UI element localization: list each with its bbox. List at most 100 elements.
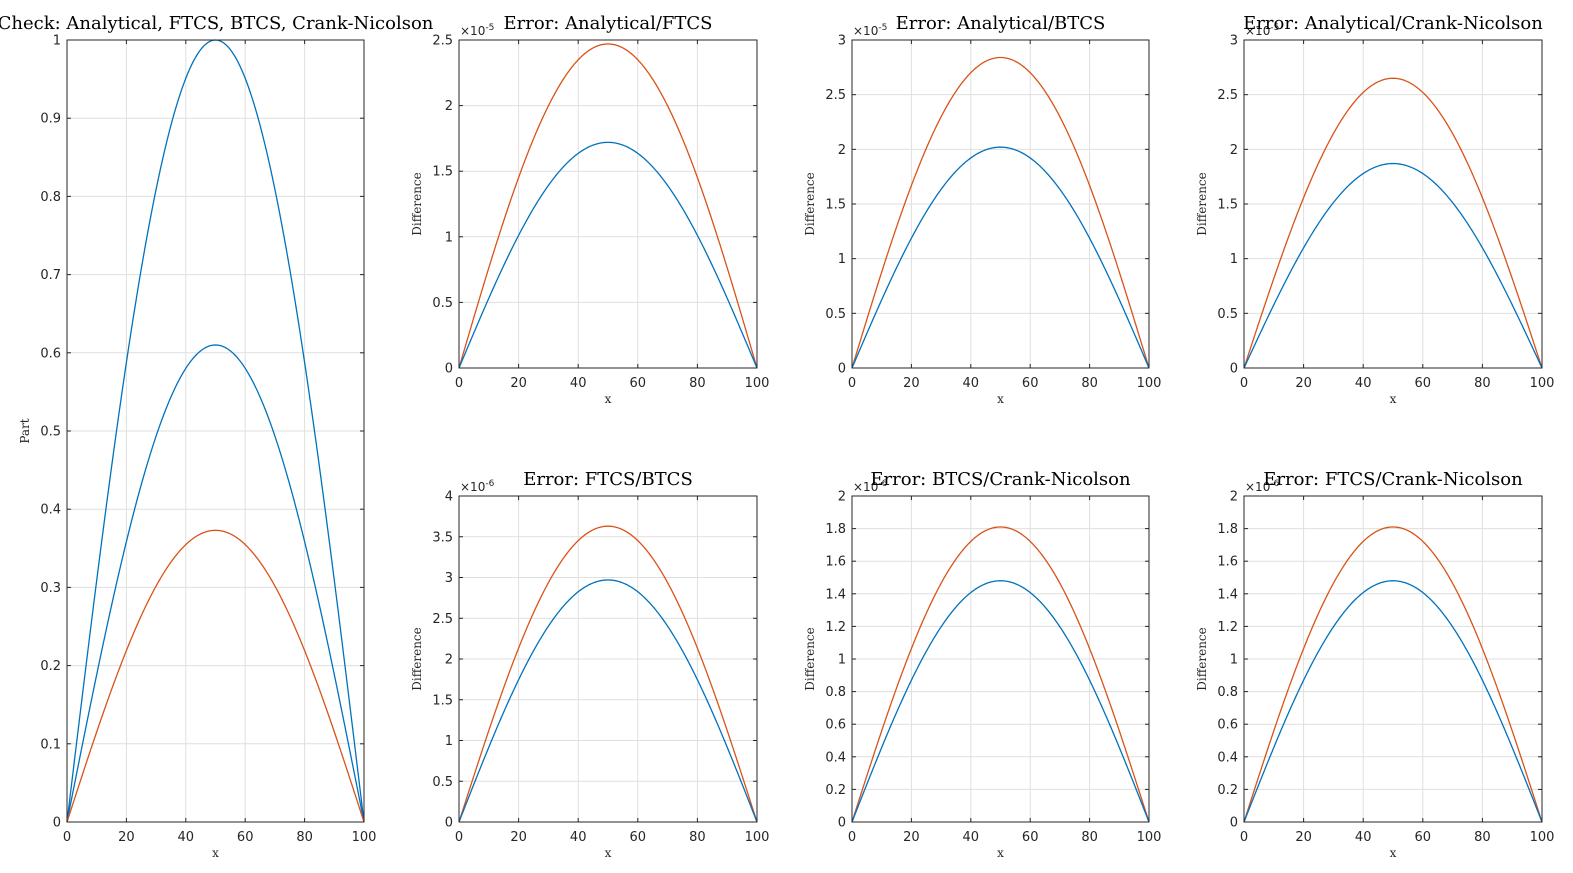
- y-tick-label: 0.6: [40, 346, 61, 361]
- chart-title: Error: BTCS/Crank-Nicolson: [870, 469, 1131, 490]
- y-tick-label: 0.4: [1217, 750, 1238, 765]
- y-tick-label: 0.5: [825, 307, 846, 322]
- chart-ftcs-btcs: 0 20 40 60 80 100 0 0.5 1 1.5 2 2.5 3 3.5 4 ×10-6 x Diffe…: [410, 469, 769, 860]
- x-axis-label: x: [605, 392, 612, 406]
- x-tick-label: 100: [1530, 376, 1555, 391]
- y-tick-label: 0.7: [40, 268, 61, 283]
- x-tick-label: 40: [178, 830, 195, 845]
- series-line-0: [1243, 77, 1543, 369]
- x-tick-label: 20: [903, 376, 920, 391]
- y-tick-label: 0: [838, 362, 846, 377]
- y-tick-label: 2.5: [432, 612, 453, 627]
- plot-area: [459, 40, 757, 368]
- y-tick-label: 2: [1230, 143, 1238, 158]
- series-line-0: [458, 43, 758, 369]
- x-tick-label: 60: [1415, 830, 1432, 845]
- series-line-0: [851, 56, 1150, 369]
- chart-btcs-cn: 0 20 40 60 80 100 0 0.2 0.4 0.6 0.8 1 1.2 1.4 1.6 1.8 2 ×…: [803, 469, 1161, 860]
- x-tick-label: 20: [1295, 376, 1312, 391]
- x-tick-label: 100: [745, 830, 770, 845]
- y-tick-label: 0.5: [432, 296, 453, 311]
- y-tick-label: 3: [1230, 34, 1238, 49]
- x-tick-label: 0: [455, 830, 463, 845]
- y-tick-label: 0.1: [40, 737, 61, 752]
- y-tick-label: 0: [1230, 816, 1238, 831]
- y-tick-label: 1.8: [825, 522, 846, 537]
- y-tick-label: 0: [445, 816, 453, 831]
- x-tick-label: 40: [1355, 830, 1372, 845]
- chart-title: Error: Analytical/BTCS: [896, 13, 1106, 34]
- y-tick-label: 3: [445, 571, 453, 586]
- y-tick-label: 0: [445, 362, 453, 377]
- y-tick-label: 1.8: [1217, 522, 1238, 537]
- x-tick-label: 0: [1240, 830, 1248, 845]
- y-tick-label: 1: [1230, 252, 1238, 267]
- axis-exponent: ×10-5: [853, 23, 887, 38]
- x-tick-label: 80: [1474, 830, 1491, 845]
- chart-an-btcs: 0 20 40 60 80 100 0 0.5 1 1.5 2 2.5 3 ×10-5 x Differenc…: [803, 13, 1161, 406]
- y-tick-label: 3: [838, 34, 846, 49]
- y-axis-label: Difference: [803, 627, 817, 690]
- x-axis-label: x: [1390, 392, 1397, 406]
- y-tick-label: 0: [53, 816, 61, 831]
- axis-exponent: ×10-5: [460, 23, 494, 38]
- chart-title: Check: Analytical, FTCS, BTCS, Crank-Nic…: [0, 13, 434, 34]
- y-axis-label: Difference: [410, 172, 424, 235]
- x-axis-label: x: [997, 392, 1004, 406]
- x-tick-label: 40: [570, 376, 587, 391]
- y-tick-label: 0: [1230, 362, 1238, 377]
- y-tick-label: 1.4: [1217, 587, 1238, 602]
- y-tick-label: 1.5: [825, 198, 846, 213]
- series-line-1: [1243, 580, 1543, 823]
- x-tick-label: 40: [1355, 376, 1372, 391]
- y-axis-label: Part: [18, 418, 32, 443]
- y-tick-label: 2: [1230, 490, 1238, 505]
- axis-exponent: ×10-6: [1245, 479, 1280, 494]
- x-tick-label: 40: [570, 830, 587, 845]
- series-line-1: [458, 141, 758, 369]
- y-tick-label: 0.8: [825, 685, 846, 700]
- x-tick-label: 60: [1415, 376, 1432, 391]
- x-tick-label: 40: [963, 376, 980, 391]
- y-tick-label: 1: [838, 653, 846, 668]
- y-tick-label: 2: [838, 490, 846, 505]
- y-tick-label: 1: [838, 252, 846, 267]
- y-tick-label: 0.3: [40, 581, 61, 596]
- y-tick-label: 0.9: [40, 112, 61, 127]
- x-tick-label: 20: [903, 830, 920, 845]
- y-tick-label: 0.6: [1217, 718, 1238, 733]
- x-tick-label: 60: [237, 830, 254, 845]
- y-tick-label: 0.4: [40, 503, 61, 518]
- x-tick-label: 20: [510, 376, 527, 391]
- y-tick-label: 1: [1230, 653, 1238, 668]
- axis-exponent: ×10-6: [460, 479, 495, 494]
- y-tick-label: 1.5: [1217, 198, 1238, 213]
- y-tick-label: 0.6: [825, 718, 846, 733]
- y-tick-label: 3.5: [432, 530, 453, 545]
- y-tick-label: 1.5: [432, 165, 453, 180]
- y-tick-label: 2.5: [1217, 88, 1238, 103]
- x-axis-label: x: [605, 846, 612, 860]
- y-tick-label: 1: [445, 734, 453, 749]
- axis-exponent: ×10-6: [853, 479, 888, 494]
- y-tick-label: 2: [445, 653, 453, 668]
- x-tick-label: 80: [689, 376, 706, 391]
- y-tick-label: 2.5: [432, 34, 453, 49]
- x-tick-label: 80: [296, 830, 313, 845]
- axes-box: [458, 39, 758, 369]
- y-tick-label: 0.5: [432, 775, 453, 790]
- series-line-1: [851, 580, 1150, 823]
- chart-title: Error: FTCS/BTCS: [523, 469, 693, 490]
- y-axis-label: Difference: [1195, 627, 1209, 690]
- x-tick-label: 100: [352, 830, 377, 845]
- y-tick-label: 1.2: [1217, 620, 1238, 635]
- chart-title: Error: Analytical/Crank-Nicolson: [1243, 13, 1543, 34]
- y-tick-label: 1.6: [1217, 555, 1238, 570]
- series-line-1: [1243, 162, 1543, 369]
- chart-ftcs-cn: 0 20 40 60 80 100 0 0.2 0.4 0.6 0.8 1 1.2 1.4 1.6 1.8 2 ×…: [1195, 469, 1554, 860]
- y-tick-label: 0: [838, 816, 846, 831]
- x-tick-label: 0: [63, 830, 71, 845]
- chart-an-ftcs: 0 20 40 60 80 100 0 0.5 1 1.5 2 2.5 ×10-5 x Difference…: [410, 13, 769, 406]
- y-tick-label: 0.2: [40, 659, 61, 674]
